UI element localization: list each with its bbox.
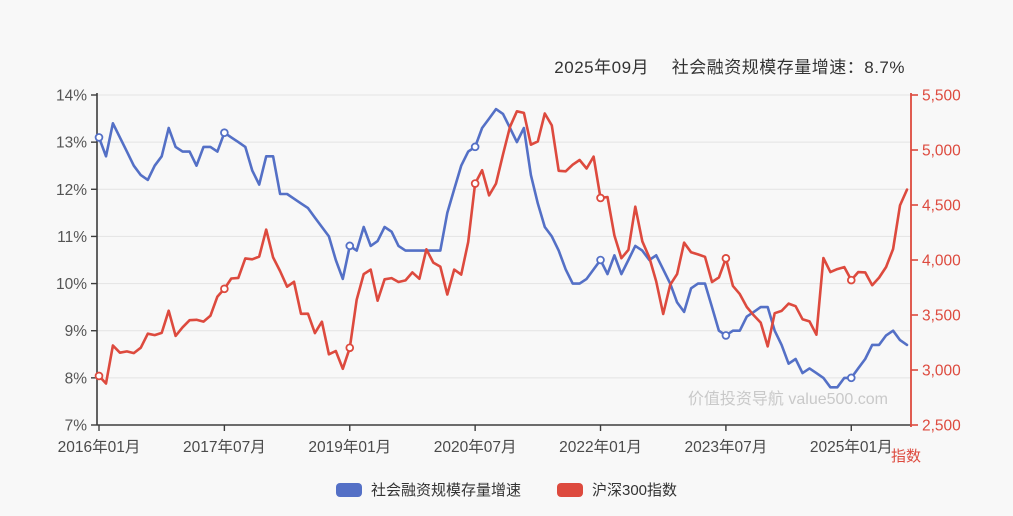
x-axis-label: 2020年07月 xyxy=(434,438,517,456)
y-axis-left-label: 13% xyxy=(56,135,87,152)
legend-swatch-social-financing-growth xyxy=(335,482,362,497)
data-marker xyxy=(721,331,731,340)
y-axis-right-label: 3,000 xyxy=(922,363,961,380)
y-axis-right-label: 2,500 xyxy=(922,418,961,435)
data-marker xyxy=(94,133,104,142)
legend: 社会融资规模存量增速 沪深300指数 xyxy=(0,479,1013,500)
data-marker xyxy=(470,142,480,152)
data-marker xyxy=(94,371,104,381)
data-marker xyxy=(846,275,856,285)
y-axis-right-label: 4,000 xyxy=(922,253,961,270)
y-axis-left-label: 11% xyxy=(57,229,87,246)
csi300-line xyxy=(97,110,909,385)
watermark: 价值投资导航 value500.com xyxy=(687,391,888,408)
data-marker xyxy=(220,284,229,294)
data-marker xyxy=(220,128,229,138)
data-marker xyxy=(345,241,355,251)
legend-item-social-financing-growth[interactable]: 社会融资规模存量增速 xyxy=(335,479,521,500)
y-axis-right-label: 3,500 xyxy=(922,308,961,325)
data-marker xyxy=(596,255,605,265)
y-axis-left-label: 7% xyxy=(65,418,88,435)
y-axis-left-label: 12% xyxy=(56,182,87,199)
legend-label-csi300: 沪深300指数 xyxy=(591,482,678,499)
right-axis-unit-label: 指数 xyxy=(891,448,922,465)
data-marker xyxy=(596,193,605,203)
x-axis-label: 2019年01月 xyxy=(308,438,391,456)
data-marker xyxy=(721,254,731,263)
legend-label-social-financing-growth: 社会融资规模存量增速 xyxy=(370,482,521,499)
y-axis-right-label: 5,500 xyxy=(922,88,961,105)
y-axis-right-label: 4,500 xyxy=(922,198,961,215)
legend-item-csi300[interactable]: 沪深300指数 xyxy=(556,479,678,500)
data-marker xyxy=(345,343,355,353)
data-marker xyxy=(846,373,856,383)
legend-swatch-csi300 xyxy=(556,482,583,497)
y-axis-left-label: 14% xyxy=(56,88,87,105)
y-axis-left-label: 8% xyxy=(65,370,88,387)
y-axis-right-label: 5,000 xyxy=(922,143,961,160)
x-axis-label: 2022年01月 xyxy=(559,438,642,456)
x-axis-label: 2023年07月 xyxy=(685,438,768,456)
data-marker xyxy=(470,179,480,188)
x-axis-label: 2017年07月 xyxy=(183,438,266,456)
y-axis-left-label: 10% xyxy=(56,276,87,293)
x-axis-label: 2025年01月 xyxy=(810,438,893,456)
chart-title: 2025年09月 社会融资规模存量增速：8.7% xyxy=(554,58,905,77)
x-axis-label: 2016年01月 xyxy=(58,438,141,456)
y-axis-left-label: 9% xyxy=(65,323,88,340)
